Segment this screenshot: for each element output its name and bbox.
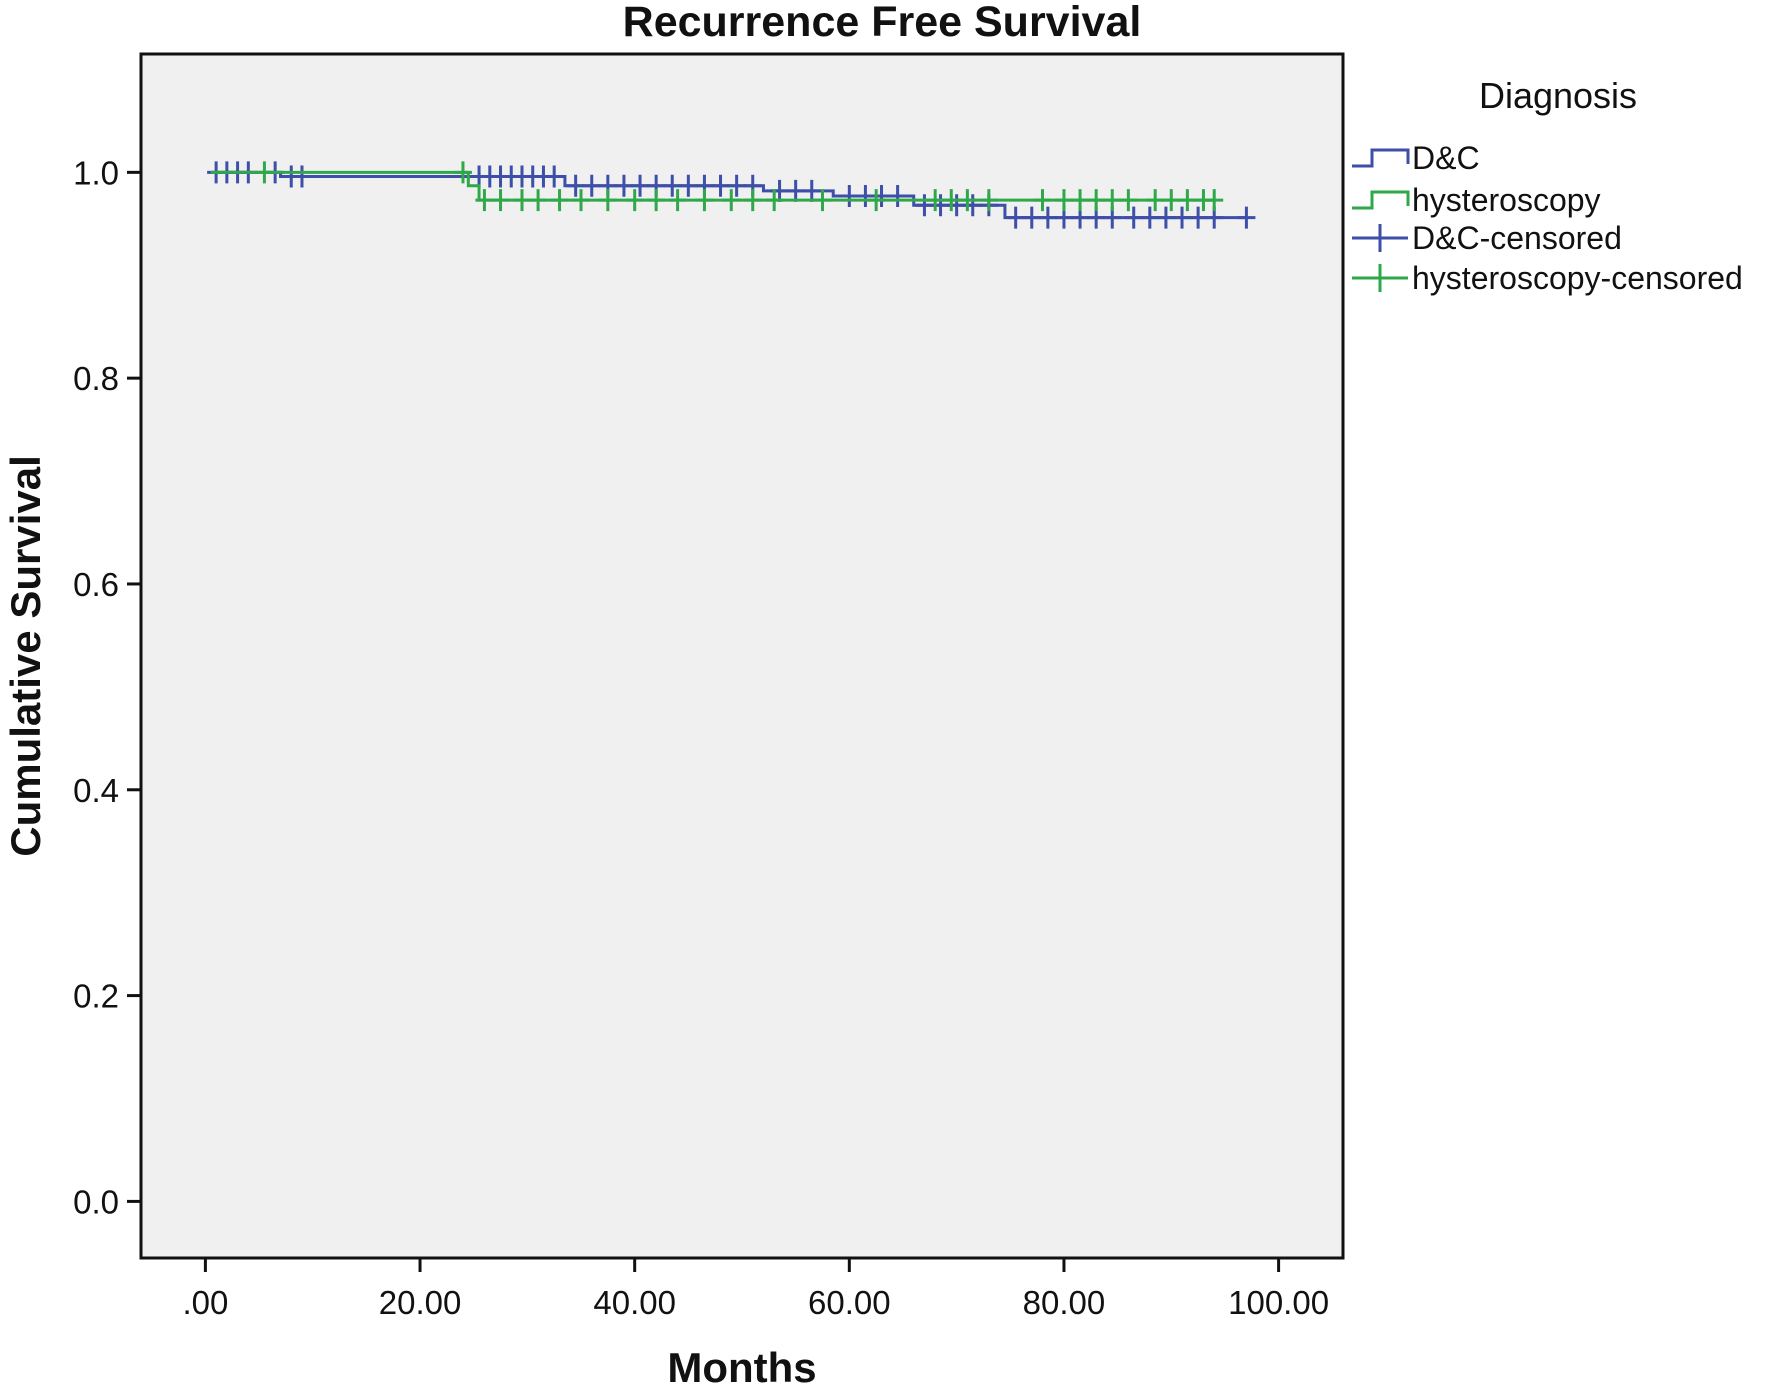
censor-mark [572, 189, 591, 212]
legend-label: D&C-censored [1412, 220, 1622, 256]
censor-mark [888, 185, 907, 208]
censor-mark [840, 185, 859, 208]
censor-mark [475, 189, 494, 212]
censor-mark [1022, 206, 1041, 229]
censor-mark [867, 189, 886, 212]
censor-mark [292, 165, 311, 188]
x-tick-label: .00 [182, 1284, 228, 1321]
y-tick-label: 0.6 [73, 566, 119, 603]
legend-swatch [1352, 264, 1408, 292]
censor-mark [1237, 206, 1256, 229]
censor-mark [1054, 189, 1073, 212]
series-1 [210, 161, 1224, 212]
censor-mark [1173, 206, 1192, 229]
series-layer [207, 161, 1256, 229]
censor-mark [679, 174, 698, 197]
censor-mark [1038, 206, 1057, 229]
legend-entry: D&C [1352, 140, 1480, 176]
y-tick-label: 0.4 [73, 772, 119, 809]
censor-mark [566, 174, 585, 197]
censor-mark [813, 189, 832, 212]
legend-entry: hysteroscopy-censored [1352, 260, 1743, 296]
legend-label: D&C [1412, 140, 1480, 176]
censor-mark [1006, 206, 1025, 229]
censor-mark [491, 189, 510, 212]
legend-label: hysteroscopy-censored [1412, 260, 1743, 296]
censor-mark [663, 174, 682, 197]
censor-mark [453, 161, 472, 184]
censor-mark [545, 165, 564, 188]
censor-mark [255, 161, 274, 184]
censor-mark [711, 174, 730, 197]
censor-mark [614, 174, 633, 197]
censor-mark [550, 189, 569, 212]
censor-mark [727, 174, 746, 197]
censor-mark [926, 189, 945, 212]
censor-mark [1146, 189, 1165, 212]
censor-mark [529, 189, 548, 212]
x-tick-label: 80.00 [1023, 1284, 1106, 1321]
legend-swatch [1352, 190, 1410, 210]
x-axis-title: Months [667, 1344, 816, 1391]
censor-mark [722, 189, 741, 212]
y-tick-label: 1.0 [73, 154, 119, 191]
censor-mark [695, 189, 714, 212]
censor-mark [647, 189, 666, 212]
legend-entry: D&C-censored [1352, 220, 1622, 256]
censor-mark [1162, 189, 1181, 212]
censor-mark [512, 189, 531, 212]
censor-mark [1087, 189, 1106, 212]
legend-title: Diagnosis [1479, 75, 1637, 116]
censor-mark [786, 179, 805, 202]
y-tick-label: 0.0 [73, 1183, 119, 1220]
x-axis: .00 20.00 40.00 60.00 80.00 100.00 [182, 1258, 1329, 1321]
y-tick-label: 0.2 [73, 978, 119, 1015]
censor-mark [743, 189, 762, 212]
censor-mark [1119, 189, 1138, 212]
censor-mark [668, 189, 687, 212]
censor-mark [802, 179, 821, 202]
censor-mark [958, 189, 977, 212]
censor-mark [631, 174, 650, 197]
censor-mark [1071, 189, 1090, 212]
plot-area [139, 52, 1345, 1260]
y-axis: 0.0 0.2 0.4 0.6 0.8 1.0 [73, 154, 141, 1220]
x-tick-label: 20.00 [379, 1284, 462, 1321]
legend-swatch [1352, 224, 1408, 252]
y-tick-label: 0.8 [73, 360, 119, 397]
censor-mark [1156, 206, 1175, 229]
legend-label: hysteroscopy [1412, 182, 1601, 218]
censor-mark [1124, 206, 1143, 229]
censor-mark [1140, 206, 1159, 229]
censor-mark [856, 185, 875, 208]
chart-title: Recurrence Free Survival [623, 0, 1142, 46]
censor-mark [1103, 189, 1122, 212]
x-tick-label: 40.00 [593, 1284, 676, 1321]
censor-mark [1205, 189, 1224, 212]
censor-mark [1033, 189, 1052, 212]
censor-mark [1189, 206, 1208, 229]
y-axis-title: Cumulative Survival [2, 455, 49, 856]
censor-mark [942, 189, 961, 212]
censor-mark [979, 189, 998, 212]
legend-swatch [1352, 148, 1410, 168]
legend-entry: hysteroscopy [1352, 182, 1601, 218]
censor-mark [598, 189, 617, 212]
censor-mark [582, 174, 601, 197]
x-tick-label: 60.00 [808, 1284, 891, 1321]
censor-mark [915, 194, 934, 217]
censor-mark [625, 189, 644, 212]
censor-mark [1178, 189, 1197, 212]
censor-mark [765, 189, 784, 212]
series-0 [207, 161, 1256, 229]
x-tick-label: 100.00 [1228, 1284, 1329, 1321]
